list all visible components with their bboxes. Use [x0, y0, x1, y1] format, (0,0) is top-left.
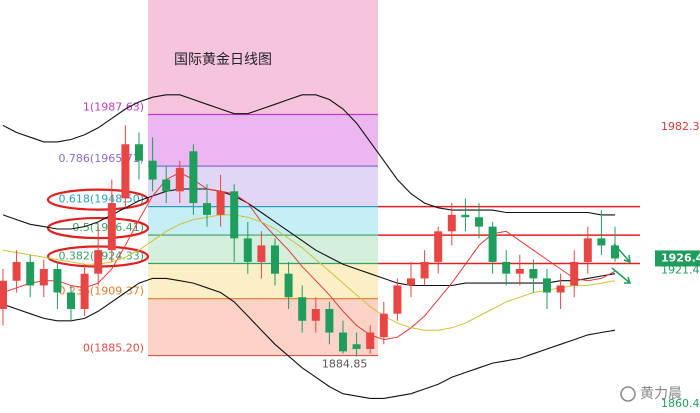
candle-body	[475, 217, 483, 227]
fib-band	[148, 263, 378, 299]
candle-body	[67, 292, 75, 309]
fib-label: 0.786(1965.71)	[58, 152, 144, 165]
candle-body	[53, 268, 62, 293]
candle-body	[502, 261, 511, 274]
candle-body	[189, 151, 198, 204]
candle-body	[339, 332, 347, 352]
candle-body	[243, 238, 252, 262]
arrow	[611, 267, 632, 284]
fib-band	[148, 114, 378, 167]
candle-body	[488, 226, 497, 262]
candle-body	[216, 191, 225, 215]
candle-body	[379, 313, 388, 338]
candle-body	[325, 308, 334, 333]
price-badge	[655, 250, 700, 267]
fib-label: 0.618(1948.50)	[58, 193, 144, 206]
watermark-icon	[620, 386, 636, 402]
candle-body	[12, 261, 21, 281]
moving-average	[2, 171, 616, 341]
price-label: 1921.40	[661, 263, 700, 276]
fib-band	[148, 166, 378, 207]
chart-title: 国际黄金日线图	[174, 51, 272, 68]
candle-body	[80, 273, 89, 309]
low-label: 1884.85	[322, 357, 368, 370]
price-label: 1860.40	[661, 397, 700, 409]
candle-body	[393, 285, 402, 314]
candle-body	[529, 268, 538, 279]
price-label: 1926.48	[661, 251, 700, 264]
candle-body	[298, 297, 307, 321]
candle-body	[447, 214, 456, 232]
candle-body	[407, 278, 415, 286]
candle-body	[203, 203, 211, 215]
fib-label: 1(1987.63)	[83, 101, 144, 114]
candle-body	[597, 238, 606, 246]
candle-body	[121, 144, 130, 199]
fib-band	[148, 206, 378, 236]
candle-body	[230, 191, 239, 239]
candle-body	[556, 285, 565, 293]
candle-body	[461, 214, 470, 218]
candle-body	[271, 245, 279, 274]
candle-body	[26, 261, 35, 286]
band-upper	[2, 94, 615, 216]
candle-body	[148, 160, 157, 180]
band-lower	[2, 277, 616, 399]
candle-body	[162, 179, 171, 192]
candle-body	[311, 308, 320, 321]
candle-body	[583, 238, 592, 262]
fib-header-column	[148, 0, 378, 115]
candle-body	[570, 261, 579, 286]
candle-body	[352, 344, 361, 349]
candle-body	[135, 144, 143, 161]
arrow	[613, 243, 631, 264]
candle-body	[284, 273, 293, 298]
band-middle	[2, 188, 616, 287]
candle-body	[94, 250, 103, 274]
candle-body	[543, 278, 551, 293]
candle-body	[420, 261, 429, 279]
candle-body	[39, 268, 48, 286]
fib-label: 0(1885.20)	[83, 342, 144, 355]
candle-body	[257, 245, 266, 262]
candle-body	[175, 167, 184, 192]
moving-average	[2, 214, 616, 331]
candle-body	[0, 280, 7, 309]
candle-body	[515, 268, 524, 274]
watermark: 黄力晨	[640, 385, 682, 402]
price-label: 1982.30	[661, 120, 700, 133]
candle-body	[366, 332, 375, 349]
candle-body	[611, 245, 619, 259]
candle-body	[434, 231, 443, 262]
candle-body	[107, 203, 116, 251]
highlight-ellipse	[46, 188, 150, 211]
